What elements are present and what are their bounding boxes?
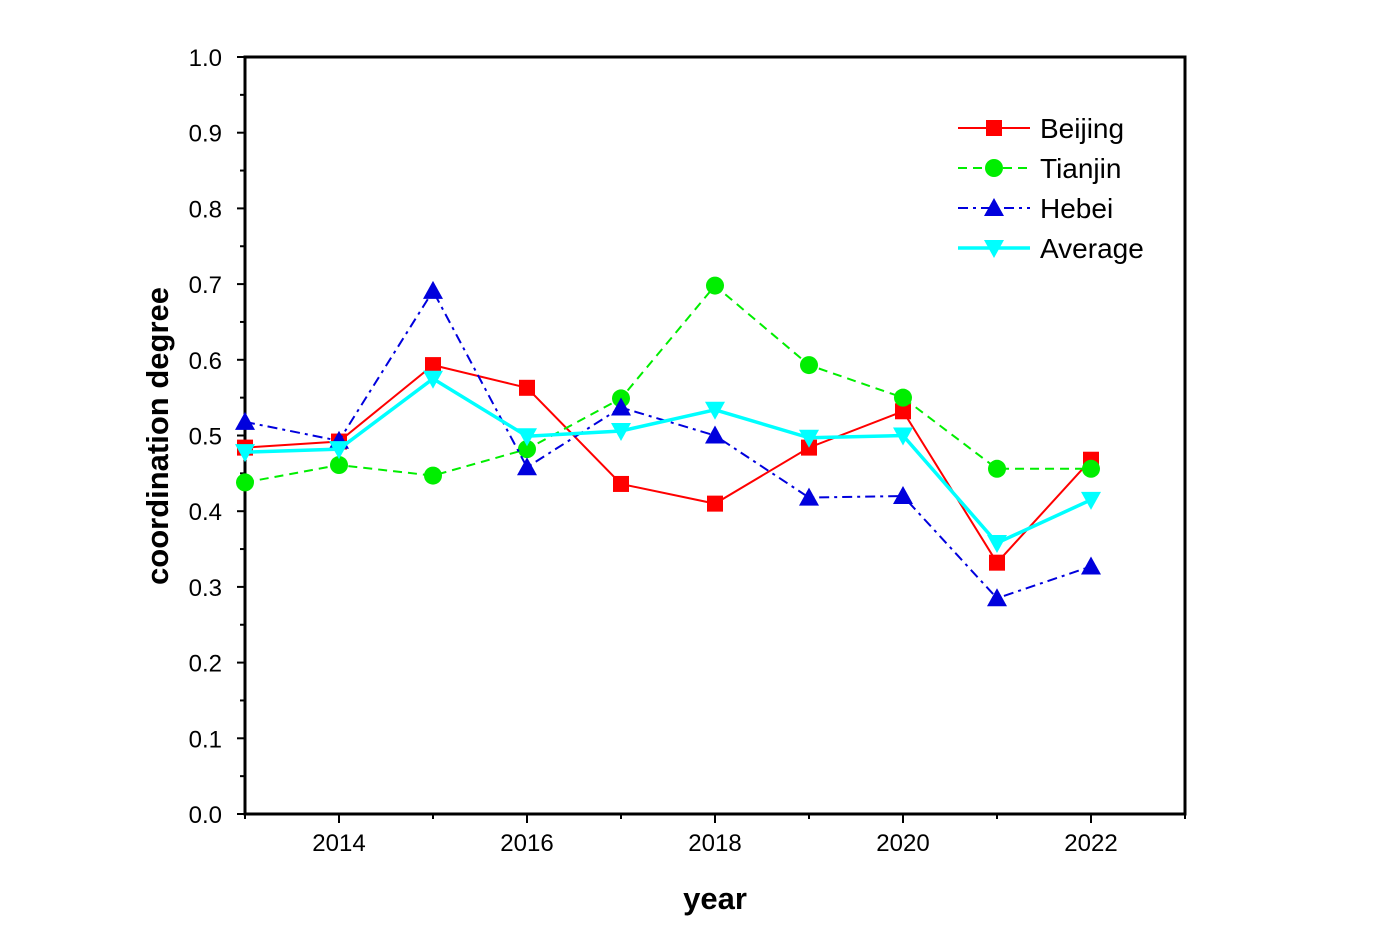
beijing-point (425, 357, 441, 374)
x-tick-label: 2018 (688, 830, 741, 857)
beijing-point (613, 475, 629, 492)
tianjin-line (244, 284, 1091, 484)
beijing-point (519, 379, 535, 396)
average-point (705, 401, 725, 420)
hebei-line (244, 288, 1092, 600)
y-tick-label: 0.5 (189, 424, 222, 451)
beijing-series (237, 357, 1099, 571)
x-tick-label: 2016 (500, 830, 553, 857)
hebei-point (1081, 556, 1101, 575)
hebei-point (423, 280, 443, 299)
hebei-point (987, 588, 1007, 607)
hebei-series (235, 280, 1101, 607)
average-point (799, 429, 819, 448)
x-tick-label: 2014 (312, 830, 365, 857)
beijing-point (707, 495, 723, 512)
legend-label-tianjin: Tianjin (1040, 153, 1121, 184)
y-tick-label: 0.1 (189, 726, 222, 753)
y-axis: 0.0 0.1 0.2 0.3 0.4 0.5 0.6 0.7 0.8 0.9 1.0 (189, 45, 245, 829)
tianjin-point (330, 456, 348, 475)
beijing-point (895, 403, 911, 420)
average-point (987, 534, 1007, 553)
average-point (1081, 491, 1101, 510)
beijing-line (244, 364, 1092, 565)
hebei-point (893, 486, 913, 505)
y-tick-label: 0.3 (189, 575, 222, 602)
x-tick-label: 2020 (876, 830, 929, 857)
y-tick-label: 0.9 (189, 121, 222, 148)
tianjin-point (424, 466, 442, 485)
beijing-point (989, 554, 1005, 571)
y-tick-label: 0.7 (189, 272, 222, 299)
tianjin-point (518, 440, 536, 459)
y-tick-label: 0.0 (189, 802, 222, 829)
legend-label-average: Average (1040, 233, 1144, 264)
tianjin-point (800, 356, 818, 375)
legend: Beijing Tianjin Hebei Average (958, 113, 1144, 264)
legend-item-beijing: Beijing (958, 113, 1124, 144)
series-layer (235, 276, 1101, 607)
y-tick-label: 0.6 (189, 348, 222, 375)
legend-item-tianjin: Tianjin (958, 153, 1121, 184)
hebei-point (517, 457, 537, 476)
legend-label-hebei: Hebei (1040, 193, 1113, 224)
y-tick-label: 0.8 (189, 196, 222, 223)
hebei-point (705, 425, 725, 444)
hebei-point (799, 487, 819, 506)
average-line (244, 376, 1092, 546)
y-tick-label: 0.2 (189, 651, 222, 678)
legend-item-average: Average (958, 233, 1144, 264)
average-point (893, 427, 913, 446)
x-axis: 2014 2016 2018 2020 2022 (244, 814, 1186, 857)
average-point (423, 370, 443, 389)
average-point (329, 441, 349, 460)
tianjin-point (894, 388, 912, 407)
tianjin-point (988, 459, 1006, 478)
average-point (517, 428, 537, 447)
legend-item-hebei: Hebei (958, 193, 1113, 224)
tianjin-point (706, 276, 724, 295)
y-axis-title: coordination degree (140, 287, 175, 585)
average-point (611, 422, 631, 441)
legend-marker-hebei (984, 198, 1004, 216)
legend-marker-tianjin (985, 159, 1003, 177)
y-tick-label: 1.0 (189, 45, 222, 72)
legend-label-beijing: Beijing (1040, 113, 1124, 144)
x-tick-label: 2022 (1064, 830, 1117, 857)
average-series (235, 370, 1101, 553)
tianjin-point (1082, 459, 1100, 478)
legend-marker-beijing (986, 120, 1002, 136)
tianjin-series (236, 276, 1100, 492)
tianjin-point (236, 473, 254, 492)
y-tick-label: 0.4 (189, 499, 222, 526)
hebei-point (611, 397, 631, 416)
hebei-point (235, 411, 255, 430)
average-point (235, 444, 255, 463)
legend-marker-average (984, 240, 1004, 258)
x-axis-title: year (683, 881, 747, 916)
